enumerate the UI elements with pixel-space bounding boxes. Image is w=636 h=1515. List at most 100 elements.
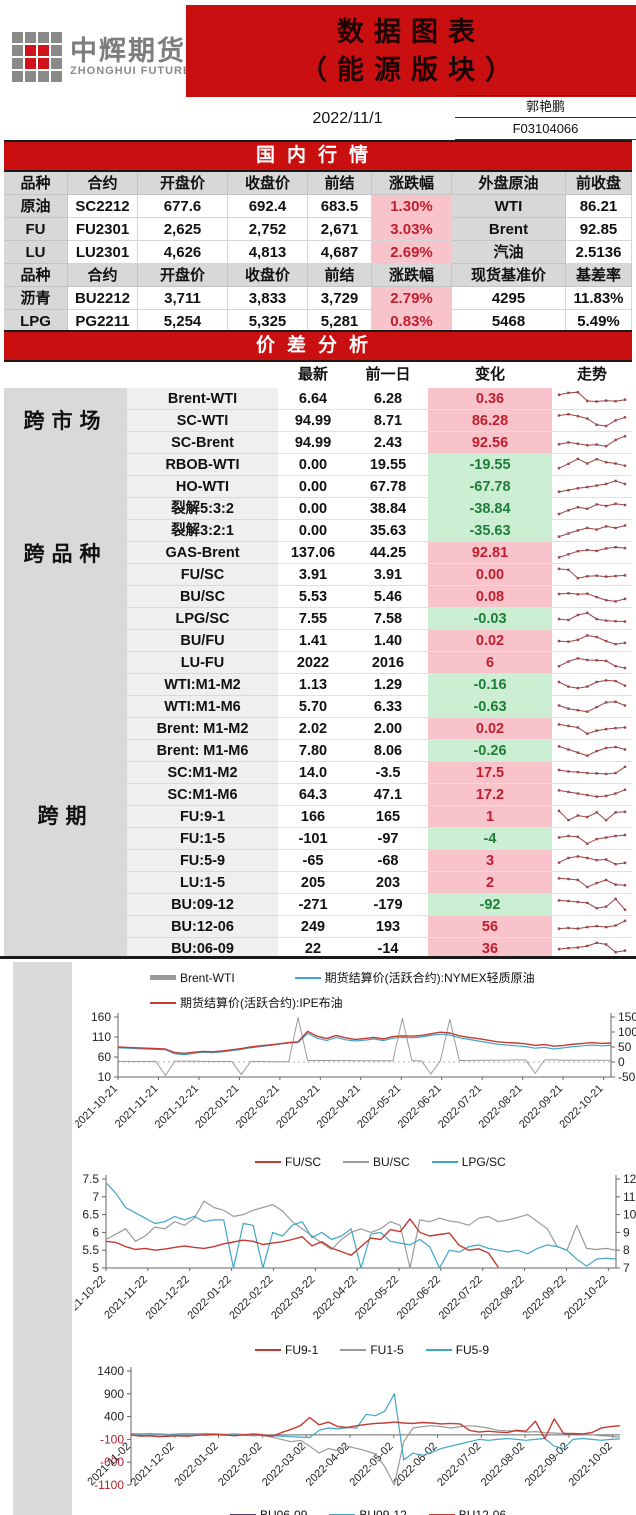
spread-change: 2: [428, 872, 552, 894]
spread-name: SC:M1-M6: [127, 784, 278, 806]
spread-name: FU/SC: [127, 564, 278, 586]
column-header: 品种: [4, 264, 68, 287]
spread-header-spacer: [4, 362, 127, 388]
column-header: 前结: [308, 172, 372, 195]
svg-text:2022-05-22: 2022-05-22: [353, 1274, 401, 1322]
legend-swatch: [343, 1161, 369, 1163]
spread-sparkline: [552, 542, 632, 564]
group-gutter: [4, 652, 127, 674]
svg-text:2021-12-22: 2021-12-22: [144, 1274, 192, 1322]
legend-label: BU/SC: [373, 1155, 410, 1169]
spread-name: LU:1-5: [127, 872, 278, 894]
group-gutter: [4, 762, 127, 784]
spread-previous: -68: [348, 850, 428, 872]
analyst-name: 郭艳鹏: [455, 96, 636, 118]
spread-previous: -3.5: [348, 762, 428, 784]
legend-item: LPG/SC: [431, 1155, 506, 1169]
spread-rows: Brent-WTI 6.64 6.28 0.36 SC-WTI 94.99 8.71 86.2…: [4, 388, 632, 960]
logo-gray-square: [38, 32, 49, 43]
spread-latest: 5.70: [278, 696, 348, 718]
spread-name: HO-WTI: [127, 476, 278, 498]
spread-change: 3: [428, 850, 552, 872]
group-gutter: [4, 388, 127, 410]
legend-label: FU/SC: [285, 1155, 321, 1169]
spread-previous: 3.91: [348, 564, 428, 586]
spread-name: SC:M1-M2: [127, 762, 278, 784]
spread-column-header: 前一日: [365, 366, 411, 383]
spread-change: -38.84: [428, 498, 552, 520]
table-cell: 3,833: [228, 287, 308, 310]
logo-gray-square: [12, 45, 23, 56]
svg-text:-600: -600: [100, 1455, 124, 1469]
svg-text:7: 7: [92, 1190, 99, 1204]
svg-text:2022-01-22: 2022-01-22: [185, 1274, 233, 1322]
svg-text:2022-10-02: 2022-10-02: [567, 1440, 615, 1488]
spread-change: 6: [428, 652, 552, 674]
group-gutter: [4, 806, 127, 828]
spread-latest: 2022: [278, 652, 348, 674]
group-gutter: [4, 894, 127, 916]
spread-sparkline: [552, 784, 632, 806]
spread-latest: -271: [278, 894, 348, 916]
spread-latest: 94.99: [278, 410, 348, 432]
spread-previous: 19.55: [348, 454, 428, 476]
legend-item: FU/SC: [255, 1155, 321, 1169]
spread-row: FU:1-5 -101 -97 -4: [4, 828, 632, 850]
legend-label: BU12-06: [458, 1508, 507, 1515]
spread-row: BU:09-12 -271 -179 -92: [4, 894, 632, 916]
svg-text:-1100: -1100: [94, 1478, 124, 1492]
group-gutter: [4, 520, 127, 542]
svg-text:2022-01-02: 2022-01-02: [172, 1440, 220, 1488]
svg-text:900: 900: [104, 1387, 124, 1401]
spread-previous: 44.25: [348, 542, 428, 564]
spread-sparkline: [552, 916, 632, 938]
spread-previous: 47.1: [348, 784, 428, 806]
group-gutter: [4, 454, 127, 476]
table-cell: 汽油: [452, 241, 566, 264]
spread-change: 17.5: [428, 762, 552, 784]
table-cell: 2.79%: [372, 287, 452, 310]
table-cell: 92.85: [566, 218, 632, 241]
spread-row: GAS-Brent 137.06 44.25 92.81: [4, 542, 632, 564]
svg-text:2022-02-02: 2022-02-02: [216, 1440, 264, 1488]
table-cell: 4295: [452, 287, 566, 310]
spread-latest: 205: [278, 872, 348, 894]
spread-previous: 35.63: [348, 520, 428, 542]
spread-row: SC-WTI 94.99 8.71 86.28: [4, 410, 632, 432]
legend-label: LPG/SC: [461, 1155, 506, 1169]
spread-name: LPG/SC: [127, 608, 278, 630]
spread-sparkline: [552, 938, 632, 960]
spread-change: 0.02: [428, 630, 552, 652]
logo-company-name: 中辉期货: [70, 36, 186, 66]
table-cell: 677.6: [138, 195, 228, 218]
spread-previous: 8.71: [348, 410, 428, 432]
logo-gray-square: [12, 32, 23, 43]
logo-icon: [12, 32, 62, 82]
spread-sparkline: [552, 630, 632, 652]
table-cell: SC2212: [68, 195, 138, 218]
group-label: 跨市场: [23, 410, 108, 433]
legend-item: FU1-5: [340, 1343, 404, 1357]
svg-text:150: 150: [618, 1010, 636, 1024]
spread-name: FU:5-9: [127, 850, 278, 872]
spread-previous: 8.06: [348, 740, 428, 762]
spread-row: LU-FU 2022 2016 6: [4, 652, 632, 674]
fu-calendar-spread-chart-legend: FU9-1 FU1-5 FU5-9: [255, 1343, 489, 1357]
table-cell: 86.21: [566, 195, 632, 218]
table-cell: 2.69%: [372, 241, 452, 264]
legend-label: BU09-12: [359, 1508, 407, 1515]
svg-text:2022-07-22: 2022-07-22: [437, 1274, 485, 1322]
group-gutter: [4, 872, 127, 894]
logo-gray-square: [51, 45, 62, 56]
spread-change: 0.02: [428, 718, 552, 740]
svg-text:-100: -100: [100, 1432, 124, 1446]
spread-change: -0.63: [428, 696, 552, 718]
spread-analysis-banner: 价差分析: [4, 330, 632, 362]
table-cell: 2,625: [138, 218, 228, 241]
crude-price-chart-legend: Brent-WTI 期货结算价(活跃合约):NYMEX轻质原油 期货结算价(活跃合约…: [150, 969, 630, 1011]
spread-change: -0.26: [428, 740, 552, 762]
spread-change: -0.03: [428, 608, 552, 630]
spread-analysis-table: 价差分析 最新 前一日 变化 走势 Brent-WTI 6.64 6.28 0.36 SC-W…: [4, 330, 632, 960]
spread-change: -4: [428, 828, 552, 850]
spread-row: HO-WTI 0.00 67.78 -67.78: [4, 476, 632, 498]
